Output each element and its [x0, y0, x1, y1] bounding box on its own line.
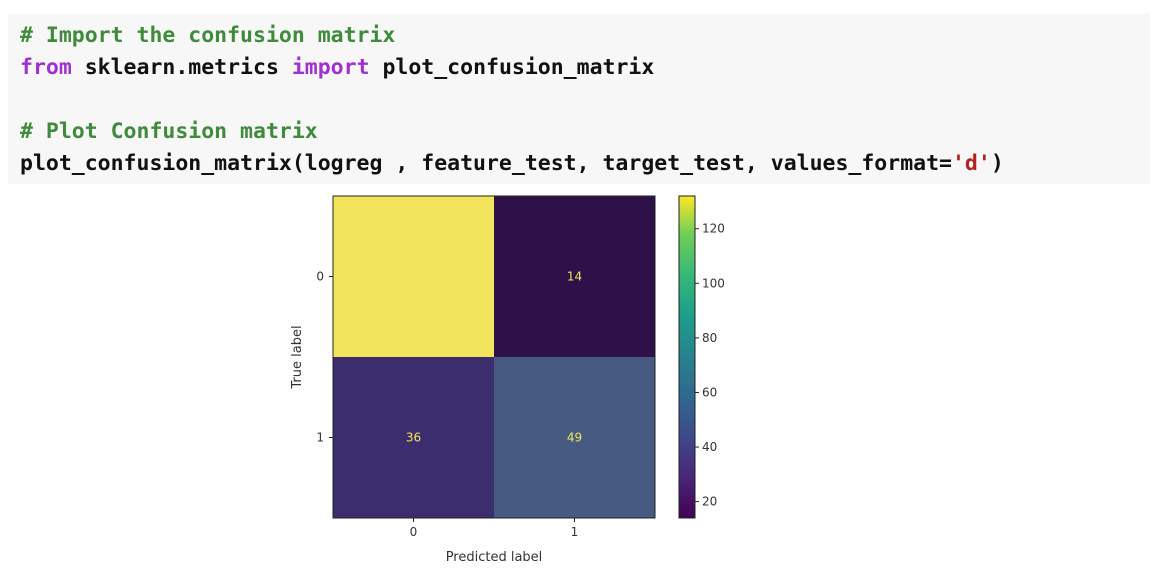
code-token: 'd' — [951, 151, 991, 176]
code-token: ) — [990, 151, 1004, 176]
y-tick-label: 1 — [316, 431, 324, 445]
colorbar-tick-label: 100 — [702, 276, 725, 290]
x-axis-label: Predicted label — [446, 550, 543, 565]
code-token: # Plot Confusion matrix — [20, 119, 318, 144]
matrix-cell — [494, 196, 655, 357]
cell-value-label: 132 — [402, 270, 425, 284]
cell-value-label: 14 — [567, 270, 582, 284]
colorbar-tick-label: 80 — [702, 331, 717, 345]
x-tick-label: 1 — [571, 525, 579, 539]
matrix-cell — [333, 196, 494, 357]
colorbar-tick-label: 120 — [702, 222, 725, 236]
code-line: plot_confusion_matrix(logreg , feature_t… — [20, 148, 1150, 180]
colorbar — [678, 195, 696, 519]
colorbar-tick-label: 40 — [702, 440, 717, 454]
cell-value-label: 49 — [567, 431, 582, 445]
matrix-cell — [494, 357, 655, 518]
code-line — [20, 84, 1150, 116]
colorbar-tick-label: 60 — [702, 385, 717, 399]
code-line: # Plot Confusion matrix — [20, 116, 1150, 148]
code-token: from — [20, 55, 72, 80]
code-line: # Import the confusion matrix — [20, 20, 1150, 52]
code-token: # Import the confusion matrix — [20, 23, 396, 48]
y-axis-label: True label — [290, 325, 305, 389]
code-token: sklearn.metrics — [71, 55, 292, 80]
code-token: import — [291, 55, 370, 80]
plot-frame — [332, 195, 656, 519]
code-cell[interactable]: # Import the confusion matrix from sklear… — [8, 14, 1150, 184]
confusion-matrix-chart: 132 14 36 49 0 1 0 1 Predicted label True labe… — [290, 195, 725, 565]
code-token: plot_confusion_matrix — [369, 55, 655, 80]
cell-value-label: 36 — [406, 431, 421, 445]
colorbar-tick-label: 20 — [702, 495, 717, 509]
matrix-cell — [333, 357, 494, 518]
code-token: plot_confusion_matrix(logreg , feature_t… — [20, 151, 952, 176]
code-line: from sklearn.metrics import plot_confusi… — [20, 52, 1150, 84]
y-tick-label: 0 — [316, 270, 324, 284]
x-tick-label: 0 — [410, 525, 418, 539]
